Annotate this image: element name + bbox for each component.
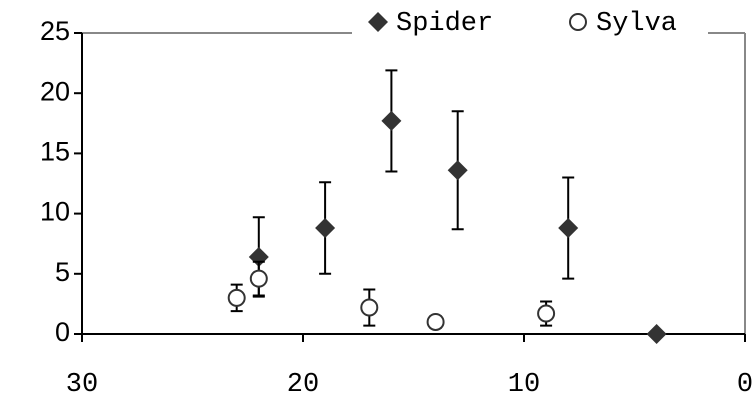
point <box>558 218 579 239</box>
x-tick-label: 20 <box>287 370 319 400</box>
x-tick-label: 0 <box>737 370 753 400</box>
point <box>315 218 336 239</box>
point <box>227 288 246 307</box>
y-tick-label: 10 <box>40 197 70 227</box>
point <box>249 269 268 288</box>
y-tick-label: 15 <box>40 137 70 167</box>
y-tick-label: 20 <box>40 76 70 106</box>
point <box>360 298 379 317</box>
x-tick-label: 30 <box>66 370 98 400</box>
y-tick-label: 5 <box>55 257 70 287</box>
point <box>426 312 445 331</box>
legend-marker <box>368 12 388 32</box>
y-tick-label: 0 <box>55 317 70 347</box>
point <box>537 304 556 323</box>
legend-label: Sylva <box>596 9 677 39</box>
point <box>447 160 468 181</box>
x-tick-label: 10 <box>508 370 540 400</box>
legend-marker <box>569 13 587 31</box>
legend-label: Spider <box>396 9 493 39</box>
y-tick-label: 25 <box>40 16 70 46</box>
point <box>381 110 402 131</box>
point <box>646 324 667 344</box>
legend-box <box>352 6 708 42</box>
